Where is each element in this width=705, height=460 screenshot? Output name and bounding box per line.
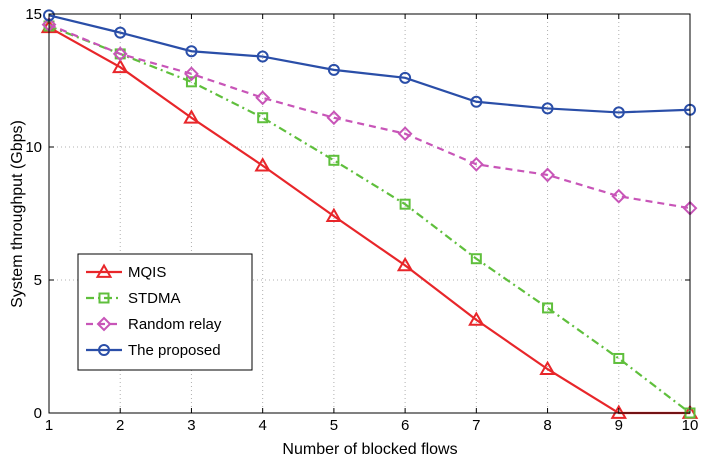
data-point [327, 63, 340, 76]
data-point [610, 404, 628, 419]
legend-item: MQIS [86, 263, 166, 281]
legend-item: STDMA [86, 290, 181, 307]
data-point [541, 102, 554, 115]
legend-swatch-marker [98, 344, 110, 356]
x-tick-label: 8 [543, 417, 551, 434]
data-point [468, 156, 484, 172]
legend-label: MQIS [128, 264, 166, 281]
data-point [114, 48, 126, 60]
legend-swatch-marker [96, 316, 112, 332]
data-point [470, 253, 482, 265]
x-tick-label: 1 [45, 417, 53, 434]
data-point [612, 106, 625, 119]
series-the-proposed [43, 9, 696, 119]
data-point [397, 126, 413, 142]
series-stdma [43, 20, 696, 419]
x-tick-label: 3 [187, 417, 195, 434]
series-random-relay [41, 17, 698, 216]
data-point [326, 110, 342, 126]
data-point [114, 26, 127, 39]
data-point [256, 50, 269, 63]
x-tick-label: 7 [472, 417, 480, 434]
data-point [540, 167, 555, 183]
data-point [613, 352, 625, 364]
x-tick-label: 10 [682, 417, 699, 434]
legend-label: The proposed [128, 342, 221, 359]
data-point [399, 71, 412, 84]
legend-label: STDMA [128, 290, 181, 307]
x-tick-label: 2 [116, 417, 124, 434]
data-point [468, 311, 485, 326]
data-point [255, 90, 271, 106]
data-point [611, 188, 627, 204]
data-point [112, 46, 128, 62]
legend-label: Random relay [128, 316, 222, 333]
data-point [399, 198, 411, 210]
legend-swatch-marker [98, 292, 110, 304]
x-axis-label: Number of blocked flows [282, 441, 457, 458]
y-tick-label: 15 [25, 6, 42, 23]
legend-swatch-marker [95, 263, 113, 278]
y-axis-label: System throughput (Gbps) [9, 120, 26, 308]
data-point [257, 112, 269, 124]
y-tick-label: 0 [34, 405, 42, 422]
series-line [48, 26, 690, 415]
data-point [111, 58, 129, 74]
series-line [48, 14, 691, 114]
data-point [396, 256, 414, 272]
data-point [185, 76, 197, 88]
data-point [470, 95, 483, 108]
axis-ticks: 1 2 3 4 5 6 7 8 9 10 0 5 10 15 [25, 6, 698, 434]
data-point [254, 157, 271, 172]
x-tick-label: 5 [330, 417, 338, 434]
y-tick-label: 10 [25, 139, 42, 156]
series-layer [40, 9, 699, 419]
x-tick-label: 4 [258, 417, 266, 434]
plot-frame [48, 13, 691, 414]
data-point [183, 109, 200, 124]
x-tick-label: 6 [401, 417, 409, 434]
y-tick-label: 5 [34, 272, 42, 289]
legend-item: The proposed [86, 342, 221, 359]
legend: MQIS STDMA Random relay The proposed [77, 253, 253, 371]
data-point [325, 207, 343, 223]
data-point [184, 66, 199, 82]
series-line [48, 23, 691, 210]
data-point [328, 154, 340, 166]
data-point [539, 360, 556, 375]
series-line [48, 24, 691, 414]
x-tick-label: 9 [615, 417, 623, 434]
legend-item: Random relay [86, 316, 222, 333]
data-point [185, 45, 198, 58]
data-point [542, 302, 554, 314]
